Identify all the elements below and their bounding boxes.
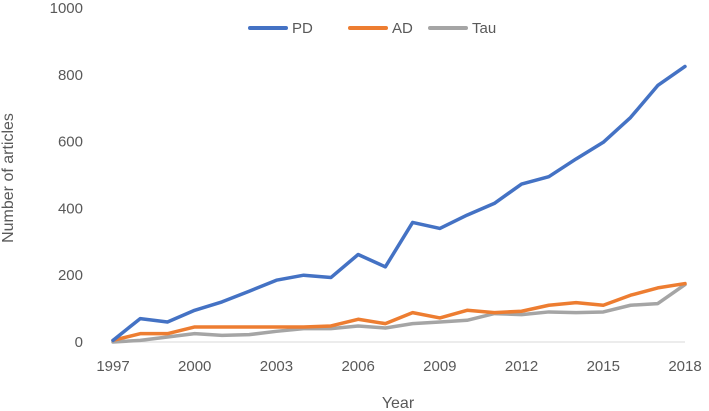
x-tick-label: 2009 <box>423 358 456 375</box>
series-line-ad <box>111 281 687 343</box>
y-tick-label: 0 <box>75 334 83 351</box>
y-axis-ticks: 0 200 400 600 800 1000 <box>50 0 83 351</box>
legend: PD AD Tau <box>248 20 496 37</box>
legend-label-tau: Tau <box>472 20 496 37</box>
x-tick-label: 2006 <box>341 358 374 375</box>
x-tick-label: 2012 <box>505 358 538 375</box>
x-tick-label: 1997 <box>96 358 129 375</box>
series-layer <box>111 64 687 344</box>
y-tick-label: 200 <box>58 267 83 284</box>
x-tick-label: 2003 <box>260 358 293 375</box>
series-line-tau <box>111 282 687 344</box>
y-tick-label: 800 <box>58 67 83 84</box>
x-axis-title: Year <box>382 395 415 411</box>
x-tick-label: 2015 <box>587 358 620 375</box>
x-axis-ticks: 1997 2000 2003 2006 2009 2012 2015 2018 <box>96 358 701 375</box>
x-tick-label: 2000 <box>178 358 211 375</box>
y-tick-label: 1000 <box>50 0 83 17</box>
y-axis-title: Number of articles <box>0 113 17 243</box>
x-tick-label: 2018 <box>668 358 701 375</box>
y-tick-label: 400 <box>58 200 83 217</box>
legend-label-pd: PD <box>292 20 313 37</box>
legend-label-ad: AD <box>392 20 413 37</box>
y-tick-label: 600 <box>58 134 83 151</box>
series-line-pd <box>111 64 687 343</box>
